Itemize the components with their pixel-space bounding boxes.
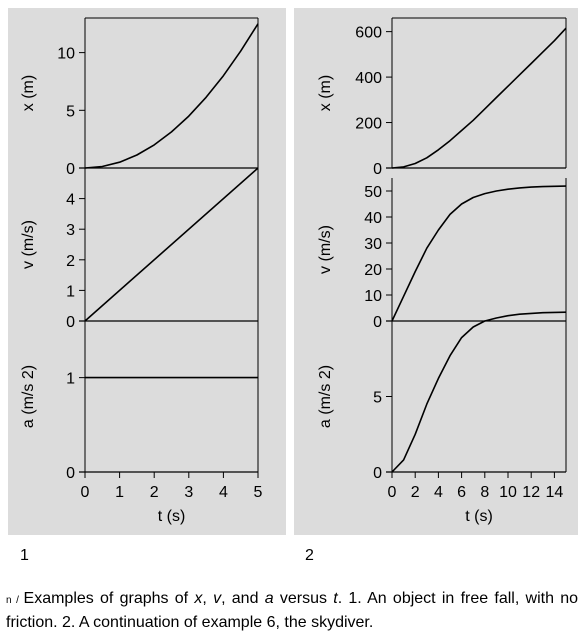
- panel-1-xtick-label: 4: [219, 484, 228, 501]
- caption-var-x: x: [194, 590, 203, 607]
- plot-2-2-series-line: [391, 311, 567, 473]
- panel-2-xtick-label: 6: [457, 484, 466, 501]
- panel-2-xtick-label: 10: [499, 484, 517, 501]
- plot-1-2-ytick-label: 0: [66, 465, 75, 482]
- panel-1-xtick-label: 2: [150, 484, 159, 501]
- panel-1-xtick-label: 5: [254, 484, 263, 501]
- plot-1-0-ytick-label: 10: [57, 46, 75, 63]
- plot-2-0-series-line: [391, 27, 567, 169]
- panel-1-xlabel: t (s): [158, 508, 186, 525]
- plot-2-0-ytick-label: 400: [355, 70, 382, 87]
- plot-2-0-ylabel: x (m): [317, 75, 334, 111]
- plot-2-1-series-line: [391, 185, 567, 322]
- panel-2-xtick-label: 8: [480, 484, 489, 501]
- plot-1-0-ytick-label: 0: [66, 161, 75, 178]
- plot-1-1-ylabel: v (m/s): [20, 220, 37, 269]
- panel-1-xtick-label: 1: [115, 484, 124, 501]
- plot-1-1-ytick-label: 4: [66, 192, 75, 209]
- plot-2-0-ytick-label: 0: [373, 161, 382, 178]
- plot-1-0-series-line: [84, 23, 259, 169]
- panel-2-xlabel: t (s): [465, 508, 493, 525]
- plot-2-1-ylabel: v (m/s): [317, 225, 334, 274]
- plot-2-1-ytick-label: 0: [373, 314, 382, 331]
- caption-text-4: versus: [273, 590, 334, 607]
- panel-2-xtick-label: 4: [434, 484, 443, 501]
- caption-var-t: t: [333, 590, 338, 607]
- panel-2-xtick-label: 12: [522, 484, 540, 501]
- plot-2-1-ytick-label: 40: [364, 210, 382, 227]
- figure-caption: n / Examples of graphs of x, v, and a ve…: [6, 588, 578, 634]
- plot-1-1-ytick-label: 3: [66, 222, 75, 239]
- panel-1-xtick-label: 3: [184, 484, 193, 501]
- plot-1-0-ylabel: x (m): [20, 75, 37, 111]
- caption-var-a: a: [264, 590, 274, 607]
- plot-1-0-ytick-label: 5: [66, 103, 75, 120]
- caption-text-5: . 1. An object in free fall, with no fri…: [6, 590, 579, 631]
- plot-1-1-series-line: [84, 167, 259, 322]
- plot-1-1-ytick-label: 1: [66, 283, 75, 300]
- plot-2-1-ytick-label: 20: [364, 262, 382, 279]
- plot-1-2-ytick-label: 1: [66, 371, 75, 388]
- caption-text-2: ,: [202, 590, 214, 607]
- panel-2-number: 2: [305, 547, 314, 564]
- plot-1-2-ylabel: a (m/s 2): [20, 365, 37, 428]
- plot-1-1-ytick-label: 2: [66, 253, 75, 270]
- panel-2-xtick-label: 2: [411, 484, 420, 501]
- caption-text-1: Examples of graphs of: [23, 590, 195, 607]
- caption-prefix: n /: [6, 595, 24, 606]
- plot-1-1-ytick-label: 0: [66, 314, 75, 331]
- caption-var-v: v: [213, 590, 222, 607]
- plot-2-2-ytick-label: 5: [373, 390, 382, 407]
- panel-1-xtick-label: 0: [81, 484, 90, 501]
- panel-2-xtick-label: 0: [388, 484, 397, 501]
- caption-text-3: , and: [221, 590, 265, 607]
- panel-2-xtick-label: 14: [546, 484, 564, 501]
- panel-1-background: [8, 8, 286, 535]
- plot-2-0-ytick-label: 600: [355, 25, 382, 42]
- plot-2-1-ytick-label: 30: [364, 236, 382, 253]
- plot-2-0-ytick-label: 200: [355, 116, 382, 133]
- panel-2-background: [294, 8, 578, 535]
- panel-1-number: 1: [20, 547, 29, 564]
- plot-2-2-ytick-label: 0: [373, 465, 382, 482]
- plot-2-1-ytick-label: 50: [364, 184, 382, 201]
- plot-2-2-ylabel: a (m/s 2): [317, 365, 334, 428]
- plot-2-1-ytick-label: 10: [364, 288, 382, 305]
